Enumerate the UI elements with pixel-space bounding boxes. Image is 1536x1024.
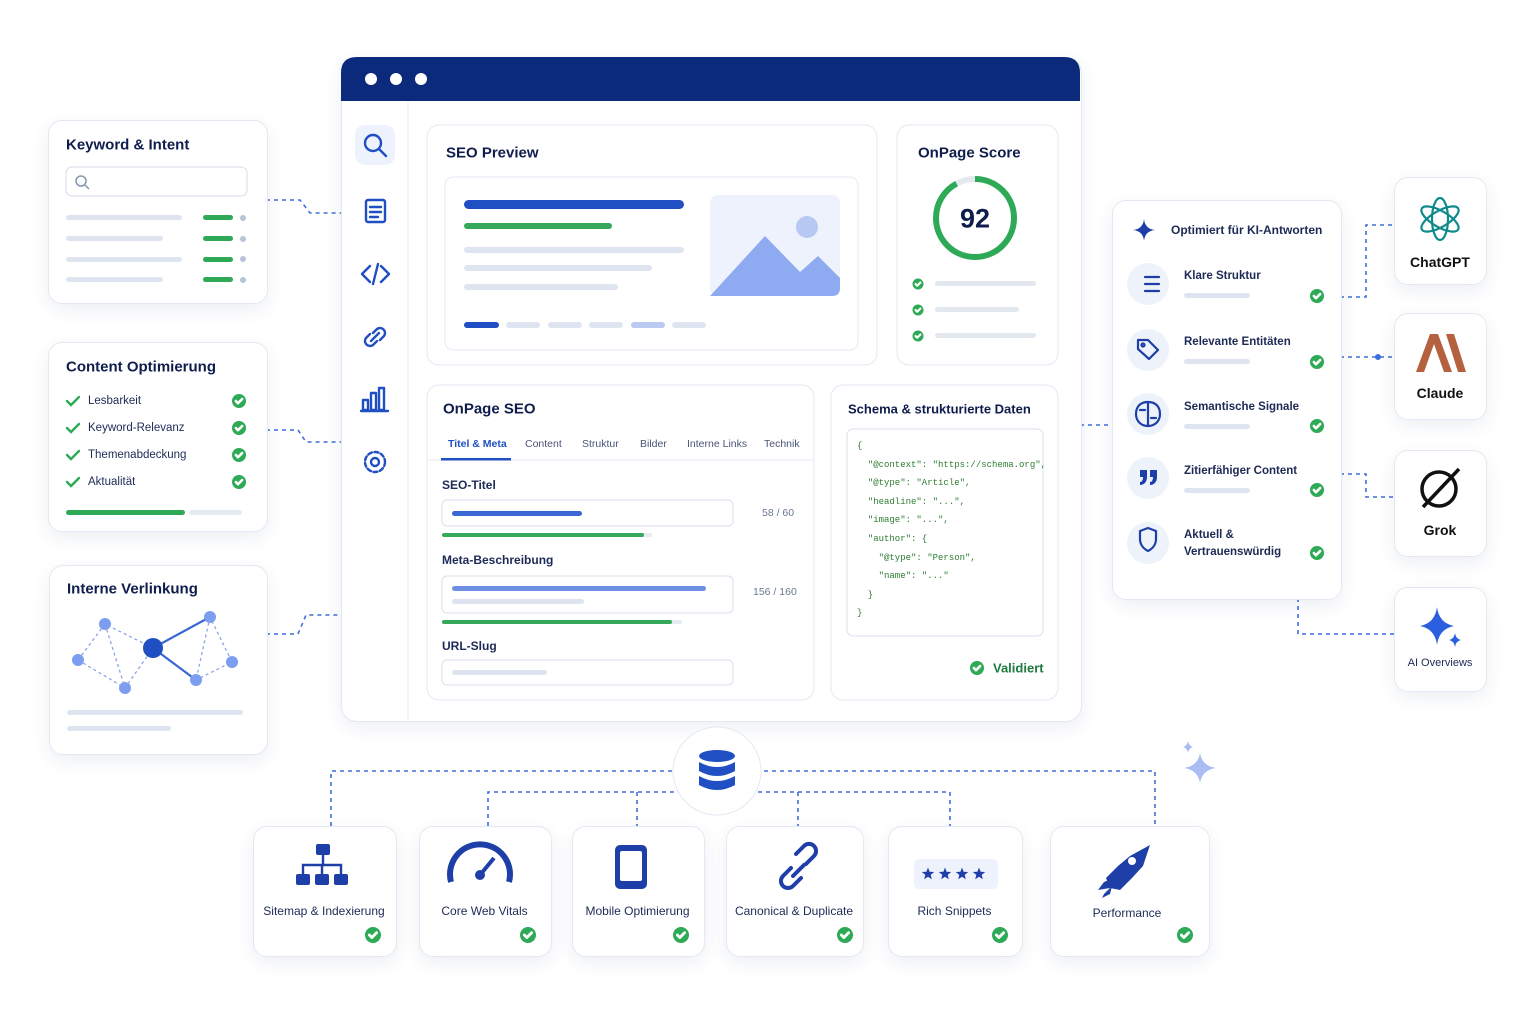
card-title: SEO Preview	[446, 144, 539, 162]
score-value: 92	[959, 203, 991, 234]
checklist-item: Themenabdeckung	[88, 449, 187, 461]
ai-platform	[1394, 177, 1487, 285]
keyword-panel	[48, 120, 268, 304]
panel-title: Content Optimierung	[66, 358, 216, 376]
ai-platform	[1394, 587, 1487, 692]
panel-title: Keyword & Intent	[66, 136, 190, 154]
char-count: 58 / 60	[762, 507, 795, 519]
checklist-item: Aktualität	[88, 476, 136, 488]
checklist-item: Lesbarkeit	[88, 395, 142, 407]
card-title: Schema & strukturierte Daten	[848, 401, 1031, 417]
code-line: {	[857, 441, 863, 451]
tab[interactable]: Bilder	[640, 438, 667, 450]
platform-name: Grok	[1423, 522, 1457, 538]
checklist-item: Keyword-Relevanz	[88, 422, 185, 434]
code-line: "image": "...",	[857, 515, 949, 526]
ai-item: Relevante Entitäten	[1184, 336, 1291, 348]
ai-item: Aktuell & Vertrauenswürdig	[1184, 529, 1282, 558]
char-count: 156 / 160	[753, 586, 797, 598]
platform-name: Claude	[1416, 385, 1464, 401]
panel-title: Optimiert für KI-Antworten	[1171, 223, 1323, 237]
field-label: Meta-Beschreibung	[442, 553, 554, 567]
feature-label: Core Web Vitals	[441, 904, 528, 918]
tab[interactable]: Interne Links	[687, 438, 748, 450]
code-line: "headline": "...",	[857, 496, 966, 507]
ai-item: Klare Struktur	[1184, 270, 1261, 282]
feature-label: Rich Snippets	[917, 904, 992, 918]
code-line: }	[857, 608, 863, 619]
tab[interactable]: Technik	[764, 438, 800, 450]
feature-label: Performance	[1092, 906, 1162, 920]
ai-platform	[1394, 313, 1487, 420]
code-line: "@type": "Person",	[857, 552, 976, 563]
tab[interactable]: Titel & Meta	[448, 438, 507, 450]
code-line: "name": "..."	[857, 571, 949, 582]
feature-card	[419, 826, 552, 957]
field-label: SEO-Titel	[442, 478, 496, 492]
content-panel	[48, 342, 268, 532]
code-line: "author": {	[857, 534, 928, 544]
feature-label: Mobile Optimierung	[585, 904, 690, 918]
platform-name: AI Overviews	[1407, 657, 1473, 669]
ai-item: Zitierfähiger Content	[1184, 465, 1298, 477]
field-label: URL-Slug	[442, 639, 497, 653]
ai-platform	[1394, 450, 1487, 557]
feature-label: Sitemap & Indexierung	[263, 904, 385, 918]
panel-title: Interne Verlinkung	[67, 580, 198, 598]
tab[interactable]: Struktur	[582, 438, 619, 450]
card-title: OnPage Score	[918, 144, 1021, 162]
platform-name: ChatGPT	[1410, 254, 1470, 270]
tab[interactable]: Content	[525, 438, 562, 450]
code-line: "@type": "Article",	[857, 478, 971, 489]
status: Validiert	[993, 660, 1044, 676]
code-line: "@context": "https://schema.org",	[857, 459, 1047, 470]
feature-label: Canonical & Duplicate	[734, 904, 854, 918]
ai-item: Semantische Signale	[1184, 401, 1300, 413]
card-title: OnPage SEO	[443, 400, 536, 418]
code-line: }	[857, 589, 874, 600]
